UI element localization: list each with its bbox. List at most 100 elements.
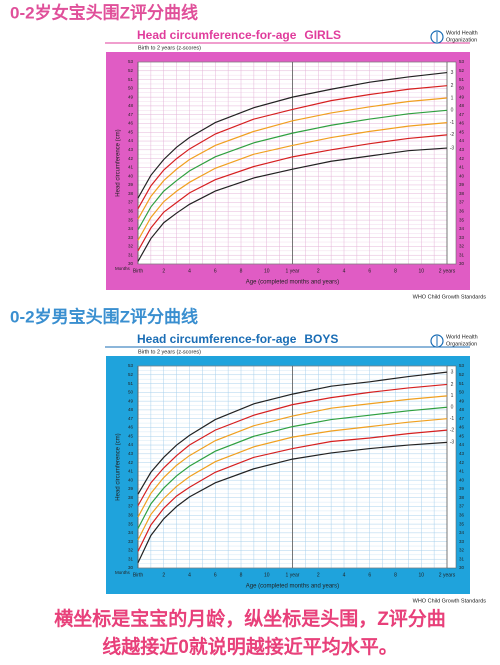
y-tick-label: 34 (459, 530, 465, 535)
y-tick-label: 46 (459, 425, 465, 430)
y-tick-label: 42 (459, 460, 465, 465)
y-tick-label: 37 (459, 200, 465, 205)
y-tick-label: 40 (128, 477, 134, 482)
who-logo (430, 334, 444, 348)
y-tick-label: 35 (128, 217, 134, 222)
y-tick-label: 50 (128, 390, 134, 395)
title-text: Head circumference-for-age (137, 332, 297, 346)
z-score-curve (137, 371, 448, 495)
y-axis-label: Head circumference (cm) (116, 433, 122, 500)
y-tick-label: 51 (128, 77, 134, 82)
x-tick-label: 4 (343, 572, 346, 578)
y-tick-label: 31 (459, 252, 465, 257)
y-tick-label: 47 (459, 416, 465, 421)
y-tick-label: 35 (459, 217, 465, 222)
y-tick-label: 39 (459, 182, 465, 187)
y-tick-label: 33 (459, 235, 465, 240)
z-score-curve (137, 383, 448, 506)
footer: WHO Child Growth Standards (413, 598, 487, 604)
y-tick-label: 31 (128, 252, 134, 257)
y-tick-label: 42 (128, 460, 134, 465)
chart-heading: 0-2岁女宝头围Z评分曲线 (10, 2, 198, 22)
y-tick-label: 47 (459, 112, 465, 117)
x-tick-label: 6 (368, 572, 371, 578)
org-name: Organization (446, 341, 477, 347)
z-score-curve (137, 134, 448, 252)
curve-label: 2 (451, 382, 454, 388)
x-tick-label: Birth (133, 268, 144, 274)
y-tick-label: 40 (128, 173, 134, 178)
y-tick-label: 37 (128, 200, 134, 205)
org-name: World Health (446, 30, 478, 36)
y-tick-label: 38 (128, 495, 134, 500)
y-tick-label: 45 (128, 129, 134, 134)
y-tick-label: 48 (459, 103, 465, 108)
z-score-curve (137, 97, 448, 220)
y-tick-label: 36 (128, 512, 134, 517)
z-score-curve (137, 406, 448, 529)
curve-label: -2 (450, 132, 455, 138)
y-tick-label: 49 (459, 398, 465, 403)
curve-label: 0 (451, 405, 454, 411)
y-tick-label: 41 (128, 165, 134, 170)
y-axis-label: Head circumference (cm) (116, 129, 122, 196)
y-tick-label: 30 (459, 261, 465, 266)
y-tick-label: 36 (459, 208, 465, 213)
y-tick-label: 53 (459, 59, 465, 64)
x-tick-label: 2 (317, 572, 320, 578)
y-tick-label: 30 (128, 565, 134, 570)
y-tick-label: 46 (128, 121, 134, 126)
x-tick-label: 2 years (439, 572, 456, 578)
z-score-curve (137, 441, 448, 563)
plot-border (137, 365, 457, 569)
x-tick-label: 10 (264, 572, 270, 578)
z-score-curve (137, 85, 448, 209)
chart-title: Head circumference-for-age BOYS (137, 332, 338, 346)
y-tick-label: 47 (128, 416, 134, 421)
y-tick-label: 37 (459, 504, 465, 509)
y-tick-label: 48 (459, 407, 465, 412)
y-tick-label: 38 (128, 191, 134, 196)
x-axis-label: Age (completed months and years) (246, 280, 339, 286)
x-tick-label: 8 (240, 572, 243, 578)
y-tick-label: 49 (128, 94, 134, 99)
y-tick-label: 38 (459, 495, 465, 500)
y-tick-label: 32 (459, 548, 465, 553)
y-tick-label: 34 (459, 226, 465, 231)
subtitle: Birth to 2 years (z-scores) (138, 45, 201, 51)
y-tick-label: 50 (459, 390, 465, 395)
curve-label: -2 (450, 427, 455, 433)
chart-heading: 0-2岁男宝头围Z评分曲线 (10, 306, 198, 326)
x-tick-label: 2 (162, 268, 165, 274)
curve-label: 1 (451, 393, 454, 399)
y-tick-label: 31 (459, 556, 465, 561)
y-tick-label: 34 (128, 530, 134, 535)
x-axis-label: Age (completed months and years) (246, 584, 339, 590)
y-tick-label: 50 (128, 86, 134, 91)
footer: WHO Child Growth Standards (413, 294, 487, 300)
z-score-curve (137, 147, 448, 262)
title-text: Head circumference-for-age (137, 28, 297, 42)
y-tick-label: 42 (128, 156, 134, 161)
y-tick-label: 48 (128, 407, 134, 412)
y-tick-label: 36 (459, 512, 465, 517)
months-label: Months (115, 266, 131, 271)
y-tick-label: 43 (459, 147, 465, 152)
caption: 线越接近0就说明越接近平均水平。 (102, 635, 398, 658)
org-name: Organization (446, 37, 477, 43)
y-tick-label: 35 (459, 521, 465, 526)
x-tick-label: 4 (188, 572, 191, 578)
x-tick-label: 1 year (286, 268, 300, 274)
y-tick-label: 39 (128, 486, 134, 491)
z-score-curve (137, 71, 448, 199)
y-tick-label: 44 (459, 442, 465, 447)
y-tick-label: 45 (459, 129, 465, 134)
y-tick-label: 45 (459, 433, 465, 438)
y-tick-label: 49 (459, 94, 465, 99)
y-tick-label: 30 (459, 565, 465, 570)
y-tick-label: 52 (459, 68, 465, 73)
z-score-curve (137, 395, 448, 518)
y-tick-label: 33 (128, 235, 134, 240)
y-tick-label: 30 (128, 261, 134, 266)
